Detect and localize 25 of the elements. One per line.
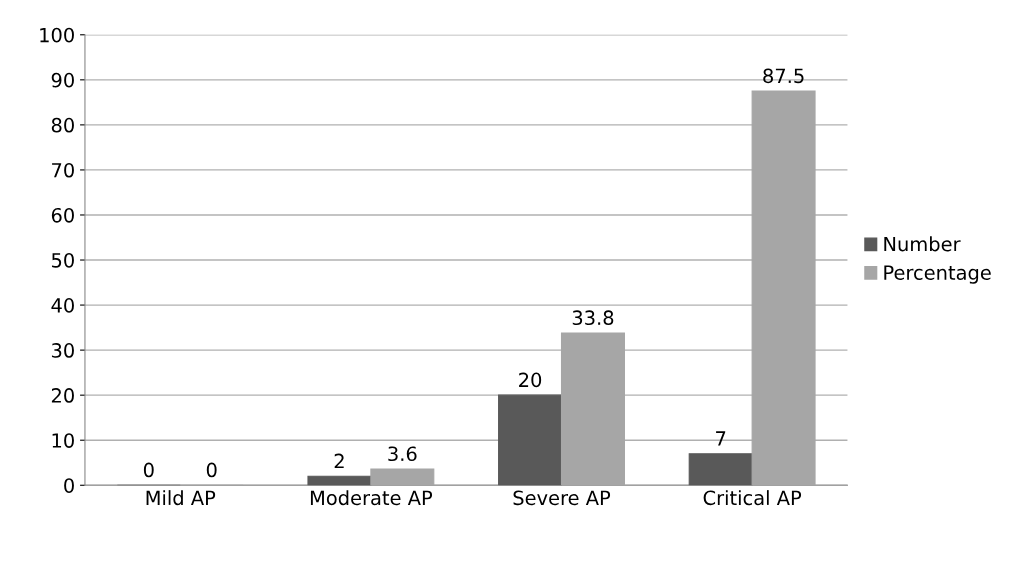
data-label: 0 (143, 462, 154, 478)
legend-label: Number (884, 236, 961, 252)
y-tick-label: 100 (40, 27, 74, 43)
data-label: 20 (519, 372, 542, 388)
y-tick-label: 10 (52, 433, 74, 448)
x-tick-label: Critical AP (703, 490, 802, 506)
y-tick-label: 40 (51, 298, 74, 313)
data-label: 3.6 (388, 446, 417, 462)
data-label: 7 (716, 431, 726, 446)
data-label: 0 (206, 462, 217, 478)
legend-label: Percentage (884, 265, 991, 284)
data-label: 33.8 (572, 310, 614, 326)
y-tick-label: 60 (51, 207, 74, 223)
y-tick-label: 30 (51, 343, 74, 358)
x-tick-label: Moderate AP (310, 490, 433, 506)
x-tick-label: Severe AP (513, 490, 611, 506)
data-label: 87.5 (763, 68, 804, 84)
y-tick-label: 70 (52, 162, 74, 178)
data-label: 2 (334, 453, 344, 469)
y-tick-label: 90 (51, 72, 74, 88)
y-tick-label: 0 (64, 478, 74, 493)
y-tick-label: 80 (51, 117, 74, 133)
y-tick-label: 20 (51, 388, 74, 403)
y-tick-label: 50 (51, 252, 74, 268)
x-tick-label: Mild AP (146, 490, 216, 506)
